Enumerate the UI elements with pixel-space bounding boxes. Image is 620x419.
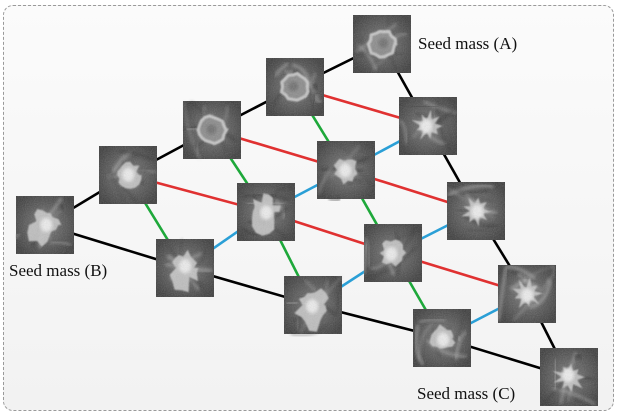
mass-tile-a: [353, 15, 411, 73]
seed-mass-a-label: Seed mass (A): [418, 34, 517, 53]
mass-tile-r1a: [398, 97, 457, 155]
mass-tile-ab3: [99, 146, 157, 204]
mass-tile-r1c: [237, 183, 295, 241]
mass-tile-b: [14, 196, 74, 254]
mass-tile-r2b: [362, 224, 422, 282]
mass-tile-ab1: [266, 58, 324, 116]
seed-mass-b-label: Seed mass (B): [9, 261, 107, 280]
mass-tile-c: [540, 348, 598, 406]
mass-tile-r3a: [497, 265, 556, 323]
tile-layer: [14, 15, 598, 406]
mass-tile-r1b: [317, 141, 375, 202]
mass-tile-r1d: [156, 238, 214, 297]
mass-tile-r2a: [446, 182, 505, 240]
mass-tile-r2c: [284, 275, 343, 337]
seed-mass-c-label: Seed mass (C): [417, 384, 515, 403]
mass-tile-r3b: [413, 309, 471, 367]
mass-tile-ab2: [183, 101, 241, 160]
